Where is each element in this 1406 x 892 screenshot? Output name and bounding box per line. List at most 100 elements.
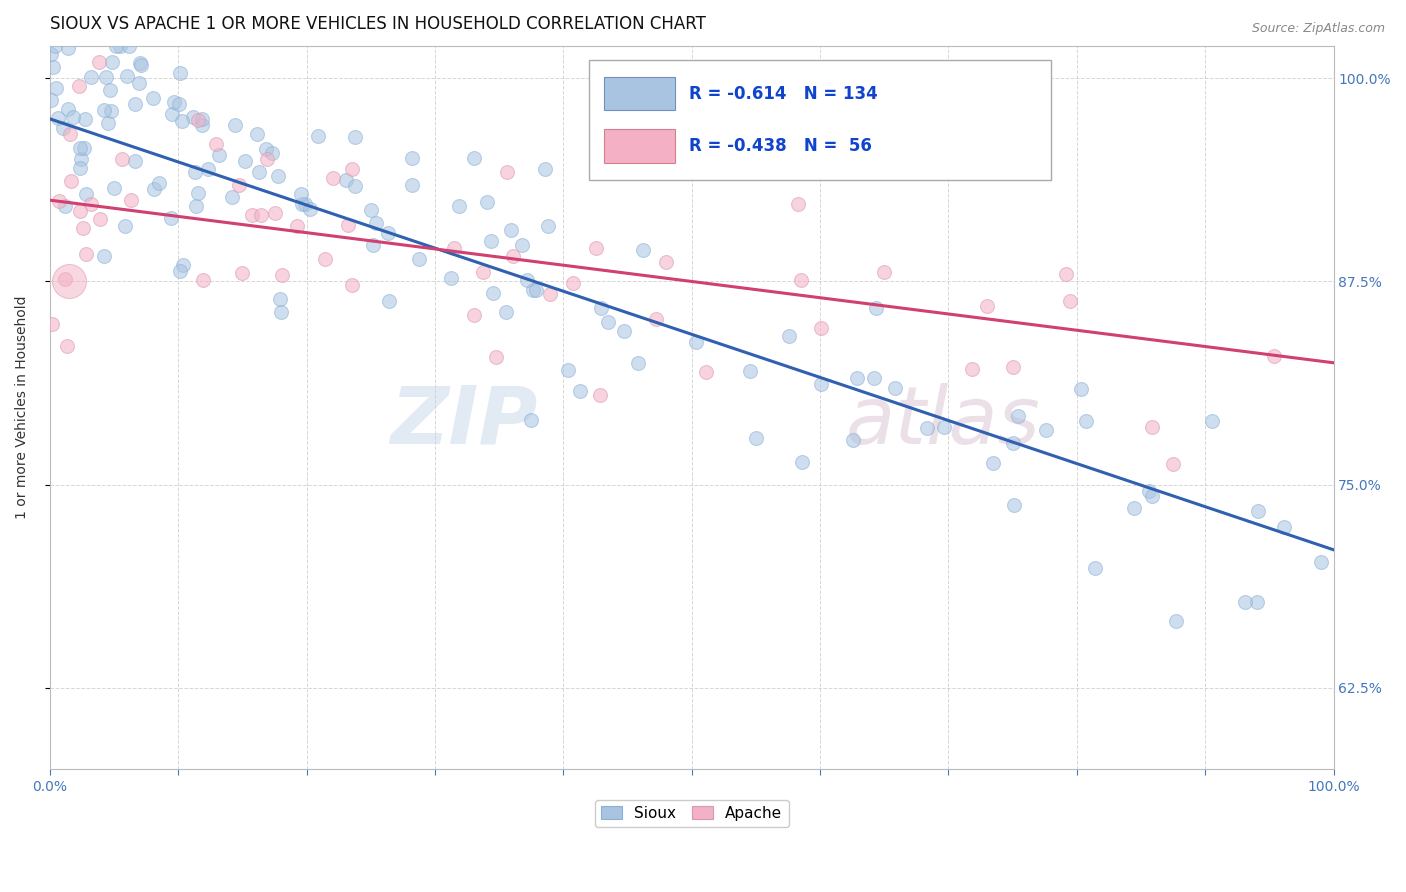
- Sioux: [522, 283, 544, 297]
- Sioux: [129, 56, 152, 70]
- Sioux: [48, 111, 70, 125]
- Sioux: [477, 194, 499, 209]
- Sioux: [915, 421, 938, 435]
- Sioux: [613, 324, 636, 338]
- Apache: [53, 272, 76, 286]
- Sioux: [377, 226, 399, 240]
- Text: R = -0.438   N =  56: R = -0.438 N = 56: [689, 137, 872, 155]
- Sioux: [41, 46, 63, 61]
- Sioux: [75, 112, 97, 127]
- Sioux: [863, 371, 886, 385]
- Apache: [484, 351, 506, 365]
- Sioux: [1002, 498, 1025, 512]
- Sioux: [534, 161, 557, 176]
- Sioux: [865, 301, 887, 316]
- Sioux: [495, 304, 517, 318]
- Sioux: [190, 112, 212, 127]
- Apache: [1142, 420, 1164, 434]
- Apache: [60, 173, 83, 187]
- Sioux: [884, 381, 907, 395]
- Apache: [340, 277, 363, 292]
- Sioux: [290, 186, 312, 201]
- Sioux: [378, 293, 401, 308]
- Sioux: [1166, 614, 1188, 628]
- Sioux: [842, 433, 865, 447]
- Sioux: [510, 238, 533, 252]
- Sioux: [408, 252, 430, 266]
- Apache: [287, 219, 309, 233]
- Sioux: [440, 271, 463, 285]
- Sioux: [94, 70, 117, 84]
- Apache: [1059, 293, 1081, 308]
- Sioux: [101, 55, 124, 70]
- Sioux: [401, 151, 423, 165]
- Sioux: [224, 119, 246, 133]
- Sioux: [247, 165, 270, 179]
- Sioux: [184, 165, 207, 179]
- Sioux: [172, 259, 194, 273]
- Sioux: [482, 286, 505, 301]
- Sioux: [1246, 595, 1268, 609]
- Sioux: [184, 198, 207, 212]
- Text: atlas: atlas: [846, 383, 1040, 461]
- Sioux: [633, 243, 655, 257]
- Apache: [75, 247, 97, 261]
- Sioux: [1201, 414, 1223, 428]
- Sioux: [589, 301, 612, 315]
- Sioux: [740, 364, 762, 378]
- Sioux: [93, 249, 115, 263]
- Text: SIOUX VS APACHE 1 OR MORE VEHICLES IN HOUSEHOLD CORRELATION CHART: SIOUX VS APACHE 1 OR MORE VEHICLES IN HO…: [49, 15, 706, 33]
- Y-axis label: 1 or more Vehicles in Household: 1 or more Vehicles in Household: [15, 296, 30, 519]
- Sioux: [181, 110, 204, 124]
- Sioux: [70, 152, 93, 166]
- Sioux: [254, 142, 277, 156]
- Sioux: [62, 110, 84, 124]
- Sioux: [233, 154, 256, 169]
- Sioux: [100, 104, 122, 119]
- Sioux: [307, 129, 329, 144]
- Sioux: [124, 96, 146, 111]
- Sioux: [1272, 519, 1295, 533]
- Sioux: [160, 107, 183, 121]
- Apache: [790, 272, 813, 286]
- Sioux: [39, 93, 62, 107]
- Sioux: [169, 264, 191, 278]
- Apache: [72, 220, 94, 235]
- Apache: [538, 286, 561, 301]
- Sioux: [118, 38, 141, 53]
- Sioux: [169, 66, 191, 80]
- Sioux: [172, 113, 194, 128]
- Sioux: [1233, 595, 1256, 609]
- Sioux: [128, 76, 150, 90]
- Apache: [337, 218, 360, 232]
- Apache: [810, 320, 832, 334]
- Apache: [187, 113, 209, 128]
- Sioux: [93, 103, 115, 117]
- Sioux: [401, 178, 423, 192]
- Sioux: [191, 119, 214, 133]
- Sioux: [124, 153, 146, 168]
- Sioux: [110, 38, 132, 53]
- Sioux: [69, 161, 91, 175]
- Apache: [655, 255, 678, 269]
- Sioux: [160, 211, 183, 225]
- Sioux: [142, 91, 165, 105]
- Apache: [1054, 267, 1077, 281]
- Sioux: [1070, 382, 1092, 396]
- Sioux: [343, 130, 366, 145]
- Sioux: [73, 141, 96, 155]
- Bar: [605, 129, 675, 163]
- Text: R = -0.614   N = 134: R = -0.614 N = 134: [689, 85, 877, 103]
- Sioux: [208, 148, 231, 162]
- Apache: [340, 161, 363, 176]
- Sioux: [163, 95, 186, 109]
- Apache: [644, 312, 666, 326]
- Sioux: [115, 69, 138, 83]
- Sioux: [103, 181, 125, 195]
- Sioux: [463, 151, 485, 165]
- Apache: [472, 265, 495, 279]
- Sioux: [270, 305, 292, 319]
- Sioux: [291, 197, 314, 211]
- Apache: [89, 212, 111, 227]
- Sioux: [245, 127, 267, 141]
